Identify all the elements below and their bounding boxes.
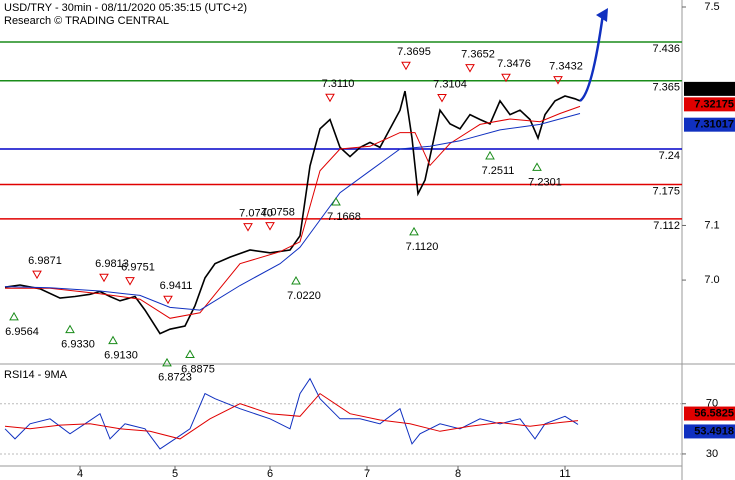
price-label-box [684,424,735,439]
pivot-label: 6.8723 [158,372,192,384]
pivot-low-marker [9,311,19,321]
pivot-label: 6.9411 [160,280,193,292]
pivot-low-marker [409,226,419,236]
pivot-low-marker [485,150,495,160]
level-label: 7.365 [652,82,680,94]
x-tick-label: 4 [77,468,83,480]
level-label: 7.24 [659,150,680,162]
y-tick-label: 7.1 [704,219,719,231]
y-tick-label: 7.0 [704,274,719,286]
pivot-high-marker [99,273,109,283]
y-tick-label: 30 [706,448,718,460]
pivot-high-marker [163,295,173,305]
pivot-low-marker [532,162,542,171]
pivot-label: 7.2511 [482,165,515,177]
price-label-box [684,406,735,421]
forecast-arrow [579,13,605,102]
series-line [4,113,581,311]
pivot-high-marker [125,277,135,286]
pivot-label: 6.9751 [121,262,155,274]
chart-subtitle: Research © TRADING CENTRAL [4,15,169,27]
pivot-high-marker [553,76,563,85]
pivot-high-marker [325,93,335,103]
level-label: 7.436 [652,43,680,55]
series-line [4,392,579,440]
pivot-label: 7.0758 [261,207,295,219]
price-label-box [684,97,735,112]
rsi-title: RSI14 - 9MA [4,369,68,381]
pivot-low-marker [291,276,301,285]
series-line [4,377,579,450]
price-label: 7.32445 [694,83,734,95]
pivot-high-marker [401,61,411,71]
x-tick-label: 5 [172,468,178,480]
pivot-label: 7.3476 [497,58,531,70]
pivot-label: 6.9564 [5,326,39,338]
pivot-label: 7.2301 [528,176,562,188]
pivot-label: 7.1668 [327,211,361,223]
y-tick-label: 7.5 [704,1,719,13]
pivot-label: 6.9130 [104,349,138,361]
level-label: 7.175 [652,185,680,197]
price-label-box [684,81,735,96]
pivot-low-marker [162,357,172,367]
pivot-label: 6.9813 [95,258,129,270]
pivot-high-marker [265,222,275,231]
pivot-label: 6.8875 [181,363,215,375]
pivot-low-marker [108,335,118,345]
x-tick-label: 8 [455,468,461,480]
pivot-high-marker [437,94,447,103]
pivot-label: 7.0220 [287,290,321,302]
price-label-box [684,117,735,132]
price-label: 7.32175 [694,98,734,110]
pivot-low-marker [331,196,341,206]
price-label: 53.4918 [694,425,734,437]
x-tick-label: 7 [364,468,370,480]
chart-title: USD/TRY - 30min - 08/11/2020 05:35:15 (U… [4,2,247,14]
pivot-label: 6.9871 [28,255,62,267]
x-tick-label: 6 [267,468,273,480]
pivot-label: 7.0740 [239,208,273,220]
pivot-label: 7.3432 [549,61,583,73]
level-label: 7.112 [653,220,680,232]
pivot-high-marker [465,64,475,73]
price-label: 56.5825 [694,407,734,419]
pivot-label: 7.3652 [461,49,495,61]
pivot-label: 7.3110 [322,78,355,90]
price-label: 7.31017 [694,119,734,131]
pivot-low-marker [185,349,195,359]
pivot-label: 7.1120 [406,241,439,253]
x-tick-label: 11 [559,468,570,480]
forecast-arrowhead [596,8,608,22]
pivot-label: 7.3695 [397,46,431,58]
pivot-high-marker [32,270,42,280]
pivot-high-marker [501,73,511,83]
pivot-label: 6.9330 [61,339,95,351]
pivot-low-marker [65,324,75,334]
pivot-label: 7.3104 [433,78,467,90]
series-line [5,105,581,319]
pivot-high-marker [243,223,253,232]
